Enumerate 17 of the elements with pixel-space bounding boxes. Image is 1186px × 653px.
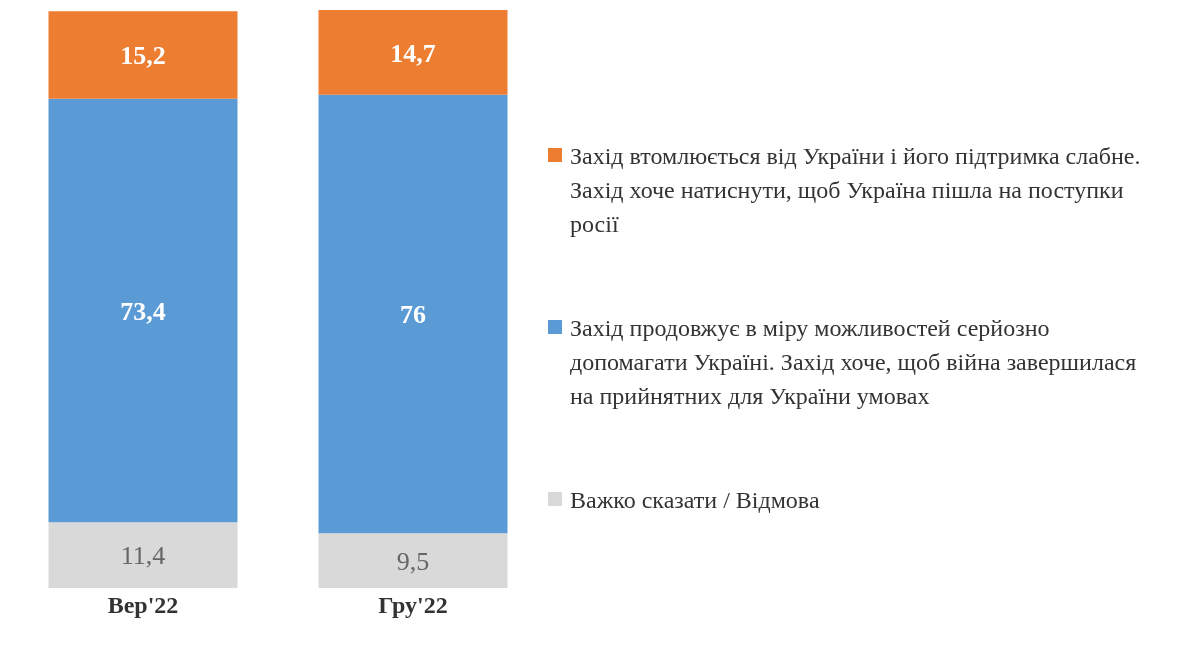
x-tick-label: Вер'22 (107, 592, 179, 619)
legend-label: Захід продовжує в міру можливостей серйозно допомагати Україні. Захід хоче, щоб війна завершилася на прийнятних для України умовах (570, 314, 1138, 411)
bar (48, 98, 238, 523)
bar (318, 94, 508, 534)
data-label: 11,4 (120, 541, 166, 571)
data-label: 9,5 (396, 546, 430, 576)
bar (48, 522, 238, 588)
data-label: 14,7 (390, 38, 436, 68)
bar (318, 10, 508, 95)
x-tick-label: Гру'22 (378, 592, 448, 619)
bar (48, 11, 238, 99)
legend-label: Захід втомлюється від України і його підтримка слабне. Захід хоче натиснути, щоб Україна пішла на поступки росії (570, 142, 1142, 239)
bar (318, 533, 508, 588)
data-label: 73,4 (120, 296, 166, 326)
legend-label: Важко сказати / Відмова (570, 486, 820, 515)
data-label: 76 (400, 300, 426, 330)
data-label: 15,2 (120, 41, 166, 71)
